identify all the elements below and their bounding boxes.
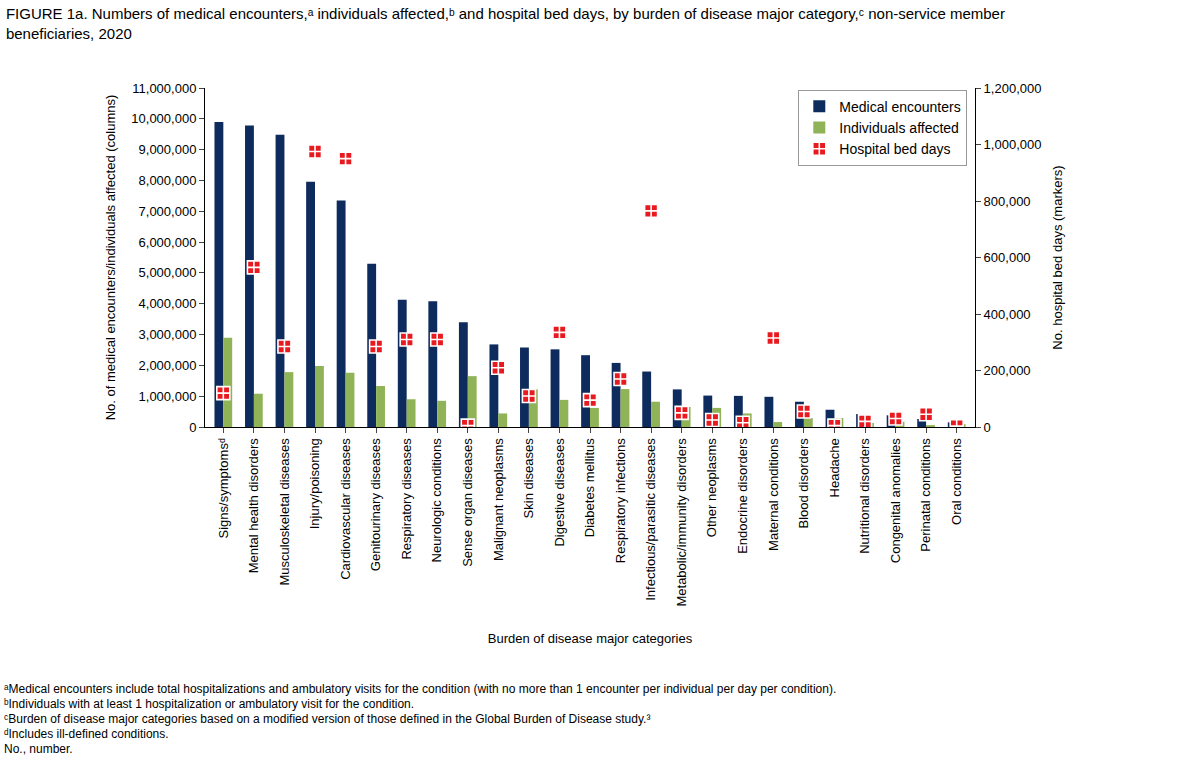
svg-text:Signs/symptomsᵈ: Signs/symptomsᵈ	[216, 438, 231, 538]
svg-text:3,000,000: 3,000,000	[139, 327, 197, 342]
svg-text:Genitourinary diseases: Genitourinary diseases	[368, 438, 383, 571]
svg-text:Perinatal conditions: Perinatal conditions	[918, 438, 933, 552]
svg-text:Neurologic conditions: Neurologic conditions	[429, 438, 444, 563]
svg-text:6,000,000: 6,000,000	[139, 235, 197, 250]
svg-text:200,000: 200,000	[984, 363, 1031, 378]
svg-text:Cardiovascular diseases: Cardiovascular diseases	[338, 438, 353, 580]
svg-text:Malignant neoplasms: Malignant neoplasms	[491, 438, 506, 561]
svg-text:7,000,000: 7,000,000	[139, 204, 197, 219]
svg-text:9,000,000: 9,000,000	[139, 142, 197, 157]
svg-text:Respiratory infections: Respiratory infections	[613, 438, 628, 563]
svg-text:No., number.: No., number.	[4, 742, 73, 756]
svg-text:Headache: Headache	[827, 438, 842, 497]
svg-text:Medical encounters: Medical encounters	[839, 99, 960, 115]
svg-text:Hospital bed days: Hospital bed days	[839, 141, 950, 157]
svg-text:8,000,000: 8,000,000	[139, 173, 197, 188]
svg-text:0: 0	[189, 420, 196, 435]
svg-text:Congenital anomalies: Congenital anomalies	[888, 438, 903, 564]
svg-text:Nutritional disorders: Nutritional disorders	[857, 438, 872, 554]
svg-text:10,000,000: 10,000,000	[131, 111, 196, 126]
svg-text:Burden of disease major catego: Burden of disease major categories	[488, 631, 693, 646]
svg-text:Musculoskeletal diseases: Musculoskeletal diseases	[277, 438, 292, 586]
svg-text:ᵇIndividuals with at least 1 h: ᵇIndividuals with at least 1 hospitaliza…	[4, 697, 414, 711]
svg-text:Maternal conditions: Maternal conditions	[766, 438, 781, 551]
svg-text:Endocrine disorders: Endocrine disorders	[735, 438, 750, 554]
svg-text:1,200,000: 1,200,000	[984, 81, 1042, 96]
svg-text:Skin diseases: Skin diseases	[521, 438, 536, 519]
svg-text:1,000,000: 1,000,000	[984, 137, 1042, 152]
svg-text:1,000,000: 1,000,000	[139, 389, 197, 404]
svg-text:4,000,000: 4,000,000	[139, 296, 197, 311]
svg-text:Blood disorders: Blood disorders	[796, 438, 811, 529]
svg-text:Digestive diseases: Digestive diseases	[552, 438, 567, 547]
svg-text:800,000: 800,000	[984, 194, 1031, 209]
svg-text:No. of medical encounters/indi: No. of medical encounters/individuals af…	[103, 95, 118, 421]
svg-text:ᵈIncludes ill-defined conditio: ᵈIncludes ill-defined conditions.	[4, 727, 169, 741]
svg-text:Metabolic/immunity disorders: Metabolic/immunity disorders	[674, 438, 689, 607]
svg-text:0: 0	[984, 420, 991, 435]
svg-text:Diabetes mellitus: Diabetes mellitus	[582, 438, 597, 537]
svg-text:Injury/poisoning: Injury/poisoning	[307, 438, 322, 529]
svg-text:11,000,000: 11,000,000	[132, 81, 196, 96]
svg-text:2,000,000: 2,000,000	[139, 358, 197, 373]
svg-text:Individuals affected: Individuals affected	[839, 120, 959, 136]
svg-text:No. hospital bed days (markers: No. hospital bed days (markers)	[1050, 165, 1065, 349]
svg-text:ᵃMedical encounters include to: ᵃMedical encounters include total hospit…	[4, 682, 836, 696]
svg-text:Infectious/parasitic diseases: Infectious/parasitic diseases	[643, 438, 658, 601]
svg-text:600,000: 600,000	[984, 250, 1031, 265]
svg-text:Respiratory diseases: Respiratory diseases	[399, 438, 414, 560]
svg-text:Sense organ diseases: Sense organ diseases	[460, 438, 475, 567]
svg-text:Oral conditions: Oral conditions	[949, 438, 964, 525]
svg-text:ᶜBurden of disease major categ: ᶜBurden of disease major categories base…	[4, 712, 650, 726]
svg-text:5,000,000: 5,000,000	[139, 265, 197, 280]
svg-text:400,000: 400,000	[984, 307, 1031, 322]
svg-text:Mental health disorders: Mental health disorders	[246, 438, 261, 574]
svg-text:Other neoplasms: Other neoplasms	[704, 438, 719, 537]
svg-text:FIGURE 1a. Numbers of medical: FIGURE 1a. Numbers of medical encounters…	[6, 5, 1005, 42]
